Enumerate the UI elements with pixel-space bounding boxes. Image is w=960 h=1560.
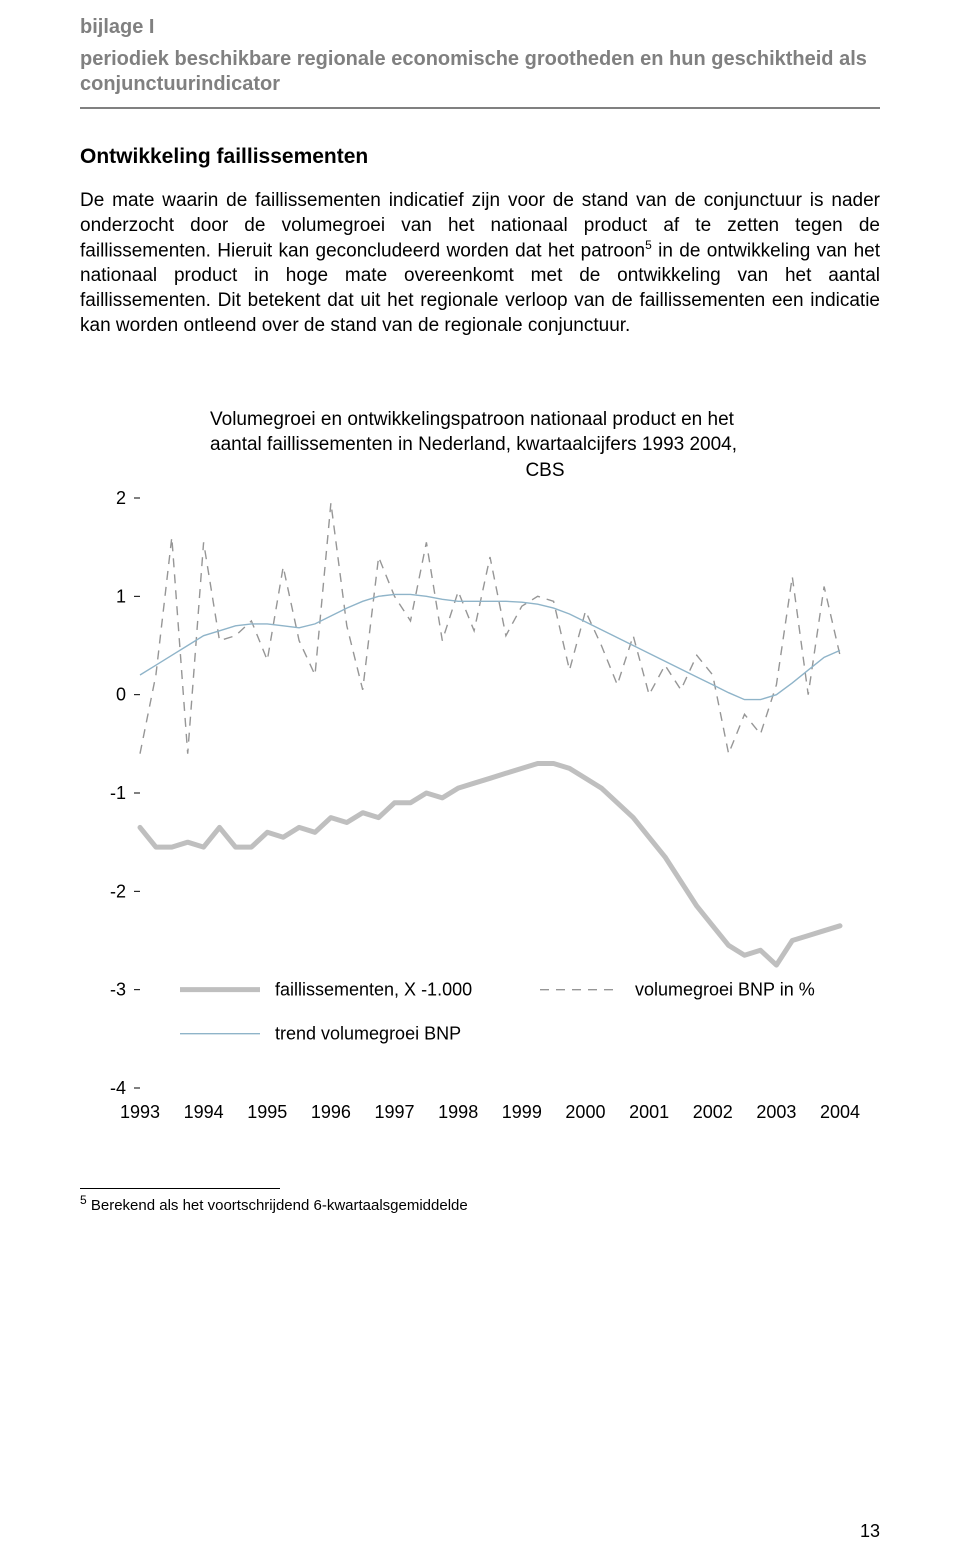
header-divider [80, 107, 880, 109]
svg-text:trend volumegroei BNP: trend volumegroei BNP [275, 1023, 461, 1043]
svg-text:-1: -1 [110, 783, 126, 803]
body-paragraph: De mate waarin de faillissementen indica… [80, 189, 880, 338]
svg-text:2: 2 [116, 488, 126, 508]
chart-title-line1: Volumegroei en ontwikkelingspatroon nati… [210, 408, 880, 433]
chart-title-line3: CBS [210, 460, 880, 482]
svg-text:1994: 1994 [184, 1102, 224, 1122]
chart-title: Volumegroei en ontwikkelingspatroon nati… [80, 408, 880, 481]
chart-title-line2: aantal faillissementen in Nederland, kwa… [210, 433, 880, 458]
svg-text:1: 1 [116, 586, 126, 606]
svg-text:2000: 2000 [565, 1102, 605, 1122]
svg-text:2001: 2001 [629, 1102, 669, 1122]
svg-text:0: 0 [116, 684, 126, 704]
svg-text:-4: -4 [110, 1078, 126, 1098]
footnote-number: 5 [80, 1193, 87, 1207]
svg-text:1997: 1997 [375, 1102, 415, 1122]
svg-text:1996: 1996 [311, 1102, 351, 1122]
svg-text:2002: 2002 [693, 1102, 733, 1122]
superscript-5: 5 [645, 238, 652, 252]
svg-text:1993: 1993 [120, 1102, 160, 1122]
chart: 2 1 0 -1 -2 -3 -4 1993 1994 1995 1996 1997 1998 1999 2… [80, 488, 860, 1128]
svg-text:faillissementen, X -1.000: faillissementen, X -1.000 [275, 979, 472, 999]
chart-svg: 2 1 0 -1 -2 -3 -4 1993 1994 1995 1996 1997 1998 1999 2… [80, 488, 860, 1128]
svg-text:1995: 1995 [247, 1102, 287, 1122]
svg-text:2003: 2003 [756, 1102, 796, 1122]
footnote: 5 Berekend als het voortschrijdend 6-kwa… [80, 1193, 880, 1214]
svg-text:-2: -2 [110, 881, 126, 901]
svg-text:-3: -3 [110, 979, 126, 999]
footnote-rule [80, 1188, 280, 1189]
svg-text:1999: 1999 [502, 1102, 542, 1122]
appendix-subtitle: periodiek beschikbare regionale economis… [80, 47, 880, 97]
footnote-text: Berekend als het voortschrijdend 6-kwart… [87, 1197, 468, 1214]
appendix-label: bijlage I [80, 16, 880, 39]
svg-text:volumegroei BNP in %: volumegroei BNP in % [635, 979, 815, 999]
svg-text:2004: 2004 [820, 1102, 860, 1122]
page-number: 13 [860, 1521, 880, 1542]
section-heading: Ontwikkeling faillissementen [80, 145, 880, 169]
svg-text:1998: 1998 [438, 1102, 478, 1122]
